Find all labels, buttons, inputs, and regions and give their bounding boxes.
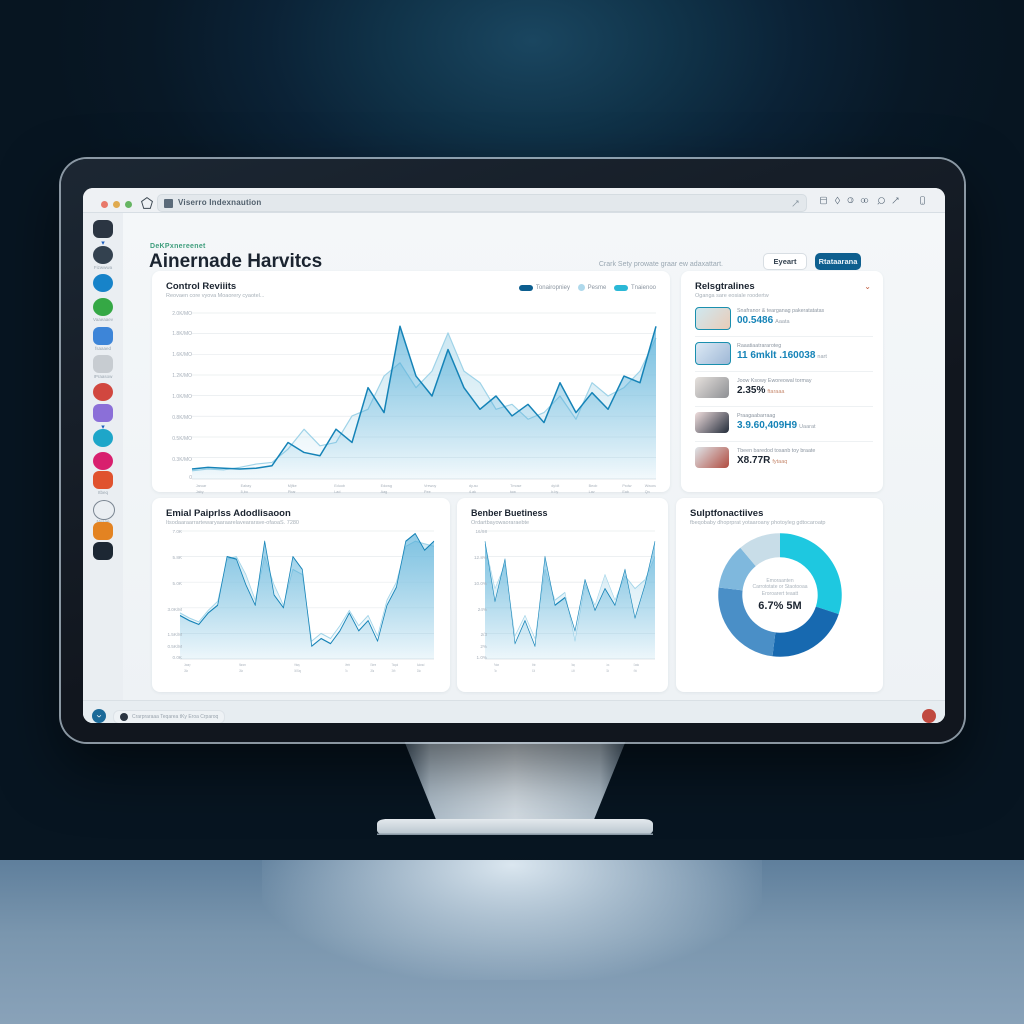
svg-text:Vrewoy: Vrewoy	[424, 484, 436, 488]
svg-text:Aag: Aag	[381, 490, 388, 494]
svg-text:Pxdw: Pxdw	[622, 484, 631, 488]
svg-text:Javary: Javary	[184, 662, 191, 667]
svg-text:Edowg: Edowg	[381, 484, 392, 488]
svg-text:Eduob: Eduob	[334, 484, 345, 488]
svg-text:Lav: Lav	[589, 490, 595, 494]
svg-text:Lad: Lad	[334, 490, 340, 494]
svg-text:7/ta: 7/ta	[494, 668, 497, 673]
svg-text:28a: 28a	[417, 668, 421, 673]
svg-text:28a: 28a	[239, 668, 243, 673]
svg-text:28a: 28a	[371, 668, 375, 673]
svg-text:Tloqod: Tloqod	[392, 662, 399, 667]
svg-text:5aap: 5aap	[572, 662, 576, 667]
svg-text:3Vb: 3Vb	[392, 668, 396, 673]
svg-text:Eabay: Eabay	[241, 484, 252, 488]
svg-text:Lwa: Lwa	[606, 662, 609, 667]
svg-text:5,bo: 5,bo	[241, 490, 248, 494]
svg-text:08 Eag: 08 Eag	[294, 668, 301, 673]
svg-text:Jaruar: Jaruar	[196, 484, 207, 488]
svg-text:6%d: 6%d	[634, 668, 637, 673]
svg-text:7a: 7a	[345, 668, 348, 673]
svg-text:Mjfke: Mjfke	[288, 484, 297, 488]
svg-text:Dxadoa: Dxadoa	[634, 662, 639, 667]
svg-text:dy.au: dy.au	[469, 484, 478, 488]
svg-text:b.by: b.by	[551, 490, 558, 494]
svg-text:Beob: Beob	[589, 484, 598, 488]
svg-text:Hlaoy: Hlaoy	[294, 662, 300, 667]
svg-text:Tmose: Tmose	[510, 484, 521, 488]
svg-text:5-06: 5-06	[532, 668, 535, 673]
svg-text:Marom: Marom	[239, 662, 246, 667]
svg-text:Pbar: Pbar	[288, 490, 297, 494]
svg-text:dy/dt: dy/dt	[551, 484, 560, 488]
svg-text:Eab: Eab	[622, 490, 629, 494]
svg-text:28a: 28a	[184, 668, 188, 673]
svg-text:Jaby: Jaby	[196, 490, 204, 494]
svg-text:Mrtar: Mrtar	[532, 662, 536, 667]
svg-text:Wwona: Wwona	[645, 484, 656, 488]
svg-text:Adonad: Adonad	[417, 662, 424, 667]
svg-text:Pobaar: Pobaar	[494, 662, 499, 667]
svg-text:4.ak: 4.ak	[469, 490, 476, 494]
svg-text:Veeb: Veeb	[345, 662, 350, 667]
svg-text:Qn: Qn	[645, 490, 650, 494]
svg-text:Ekree: Ekree	[371, 662, 377, 667]
svg-text:tow: tow	[510, 490, 516, 494]
svg-text:A-Mt: A-Mt	[572, 668, 575, 673]
svg-text:33d: 33d	[606, 668, 609, 673]
svg-text:Pee: Pee	[424, 490, 431, 494]
